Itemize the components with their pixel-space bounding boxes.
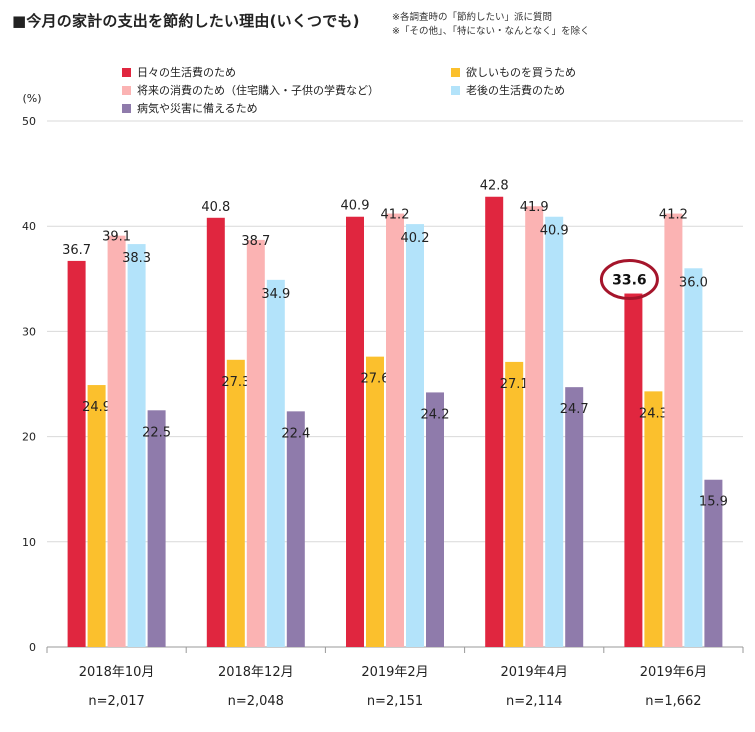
- data-label: 41.9: [520, 200, 549, 215]
- data-label: 24.2: [421, 407, 450, 422]
- bar: [346, 216, 364, 647]
- data-label: 34.9: [261, 287, 290, 302]
- bar: [67, 260, 86, 647]
- y-axis-label: (%): [22, 92, 41, 105]
- bar: [426, 392, 444, 647]
- chart-notes: ※各調査時の「節約したい」派に質問 ※「その他」、「特にない・なんとなく」を除く: [392, 11, 590, 39]
- data-label: 42.8: [480, 179, 509, 194]
- bar: [704, 479, 723, 647]
- legend-swatch: [122, 103, 131, 113]
- data-label: 41.2: [381, 208, 410, 223]
- note-2: ※「その他」、「特にない・なんとなく」を除く: [392, 26, 590, 37]
- legend-label: 老後の生活費のため: [466, 84, 565, 97]
- sample-size-label: n=2,151: [367, 694, 423, 709]
- y-tick-label: 30: [22, 325, 36, 338]
- y-tick-label: 40: [22, 220, 36, 233]
- note-1: ※各調査時の「節約したい」派に質問: [392, 12, 552, 23]
- bar: [147, 410, 166, 647]
- legend-swatch: [451, 67, 460, 77]
- sample-size-label: n=1,662: [645, 694, 701, 709]
- bar: [505, 361, 524, 647]
- legend-swatch: [451, 85, 460, 95]
- legend-item-daily: 日々の生活費のため: [122, 64, 236, 80]
- category-label: 2018年10月: [79, 665, 155, 680]
- data-label: 38.3: [122, 251, 151, 266]
- data-label: 41.2: [659, 208, 688, 223]
- bar: [246, 239, 265, 647]
- bar: [644, 391, 663, 647]
- bar: [127, 244, 146, 648]
- bar: [206, 217, 225, 647]
- legend-label: 欲しいものを買うため: [466, 66, 576, 79]
- highlight-value-label: 33.6: [612, 273, 647, 289]
- bar: [545, 216, 564, 647]
- bar: [485, 196, 504, 647]
- legend-swatch: [122, 85, 131, 95]
- data-label: 36.0: [679, 275, 708, 290]
- bar: [664, 213, 683, 648]
- category-label: 2019年6月: [640, 665, 707, 680]
- sample-size-label: n=2,017: [88, 694, 144, 709]
- data-label: 40.9: [540, 224, 569, 239]
- category-label: 2019年2月: [361, 665, 428, 680]
- legend-swatch: [122, 67, 131, 77]
- legend-item-retirement: 老後の生活費のため: [451, 82, 565, 98]
- legend-item-wants: 欲しいものを買うため: [451, 64, 576, 80]
- sample-size-label: n=2,114: [506, 694, 562, 709]
- legend-label: 将来の消費のため（住宅購入・子供の学費など）: [137, 84, 379, 97]
- data-label: 36.7: [62, 243, 91, 258]
- legend-item-future: 将来の消費のため（住宅購入・子供の学費など）: [122, 82, 379, 98]
- bar: [286, 411, 305, 647]
- legend-label: 病気や災害に備えるため: [137, 102, 258, 115]
- data-label: 22.5: [142, 425, 171, 440]
- data-label: 40.9: [341, 199, 370, 214]
- sample-size-label: n=2,048: [228, 694, 284, 709]
- data-label: 27.6: [361, 372, 390, 387]
- y-tick-label: 10: [22, 536, 36, 549]
- data-label: 22.4: [281, 426, 310, 441]
- bar: [684, 268, 703, 647]
- bar: [107, 235, 126, 647]
- bar: [366, 356, 384, 647]
- data-label: 24.9: [82, 400, 111, 415]
- bar: [565, 387, 584, 647]
- data-label: 24.3: [639, 406, 668, 421]
- category-label: 2018年12月: [218, 665, 294, 680]
- bar: [226, 359, 245, 647]
- data-label: 24.7: [560, 402, 589, 417]
- highlight-circle: [599, 259, 659, 301]
- data-label: 40.2: [401, 231, 430, 246]
- data-label: 15.9: [699, 495, 728, 510]
- y-tick-label: 0: [29, 641, 36, 654]
- legend-item-illness: 病気や災害に備えるため: [122, 100, 258, 116]
- bar: [266, 279, 285, 647]
- y-tick-label: 20: [22, 431, 36, 444]
- bar: [87, 385, 106, 647]
- data-label: 39.1: [102, 230, 131, 245]
- y-tick-label: 50: [22, 115, 36, 128]
- data-label: 38.7: [241, 234, 270, 249]
- data-label: 27.3: [221, 375, 250, 390]
- data-label: 40.8: [201, 200, 230, 215]
- bar: [386, 213, 404, 648]
- legend-label: 日々の生活費のため: [137, 66, 236, 79]
- data-label: 27.1: [500, 377, 529, 392]
- chart-title: ■今月の家計の支出を節約したい理由(いくつでも): [12, 12, 360, 30]
- bar: [624, 293, 643, 647]
- bar: [406, 224, 424, 647]
- bar: [525, 206, 544, 647]
- category-label: 2019年4月: [501, 665, 568, 680]
